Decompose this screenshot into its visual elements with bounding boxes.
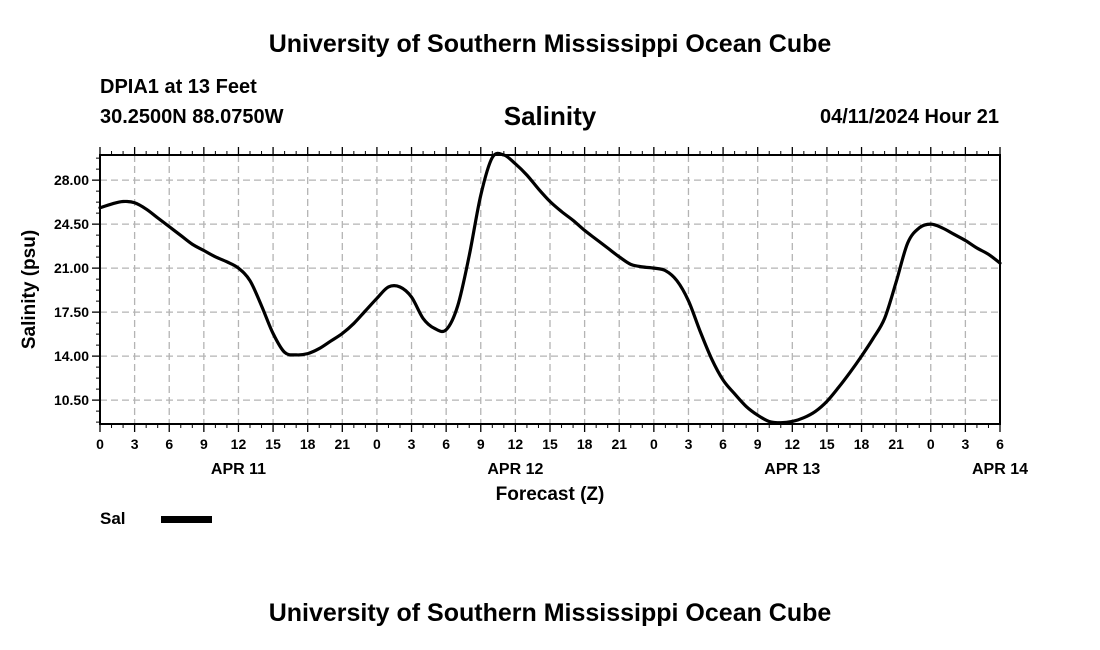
y-tick-label: 14.00 <box>54 348 89 364</box>
x-tick-label: 0 <box>927 436 935 452</box>
date-labels: APR 11 APR 12 APR 13 APR 14 <box>211 461 1028 478</box>
footer-title: University of Southern Mississippi Ocean… <box>268 599 832 627</box>
legend-swatch <box>161 516 212 523</box>
x-tick-label: 3 <box>961 436 969 452</box>
x-tick-label: 18 <box>300 436 316 452</box>
station-name: DPIA1 at 13 Feet <box>100 76 257 98</box>
x-tick-label: 18 <box>854 436 870 452</box>
y-axis-label: Salinity (psu) <box>19 230 40 349</box>
x-tick-label: 3 <box>131 436 139 452</box>
x-tick-label: 12 <box>508 436 524 452</box>
x-tick-label: 21 <box>611 436 627 452</box>
y-tick-label: 24.50 <box>54 216 89 232</box>
x-tick-label: 3 <box>408 436 416 452</box>
x-tick-label: 6 <box>165 436 173 452</box>
y-tick-labels: 10.50 14.00 17.50 21.00 24.50 28.00 <box>54 172 89 408</box>
x-tick-label: 12 <box>231 436 247 452</box>
x-tick-label: 12 <box>785 436 801 452</box>
forecast-datetime: 04/11/2024 Hour 21 <box>819 106 999 128</box>
page-title: University of Southern Mississippi Ocean… <box>268 30 832 58</box>
x-tick-label: 9 <box>200 436 208 452</box>
y-tick-label: 21.00 <box>54 260 89 276</box>
legend-label: Sal <box>100 509 126 528</box>
x-tick-labels: 0 3 6 9 12 15 18 21 0 3 6 9 12 15 18 21 0 3 6 9 12 15 18 21 0 3 6 <box>96 436 1004 452</box>
grid <box>100 155 1000 424</box>
x-tick-label: 15 <box>265 436 281 452</box>
y-tick-label: 17.50 <box>54 304 89 320</box>
x-tick-label: 6 <box>719 436 727 452</box>
x-tick-label: 6 <box>996 436 1004 452</box>
date-label: APR 13 <box>764 461 820 478</box>
x-tick-label: 0 <box>373 436 381 452</box>
date-label: APR 11 <box>211 461 266 478</box>
x-tick-label: 0 <box>650 436 658 452</box>
x-tick-label: 6 <box>442 436 450 452</box>
chart-title: Salinity <box>503 101 597 131</box>
plot-frame <box>99 154 1001 425</box>
major-ticks <box>92 147 1001 432</box>
x-tick-label: 0 <box>96 436 104 452</box>
date-label: APR 14 <box>972 461 1028 478</box>
x-tick-label: 21 <box>335 436 351 452</box>
x-tick-label: 21 <box>888 436 904 452</box>
y-tick-label: 28.00 <box>54 172 89 188</box>
salinity-series-line <box>98 151 1002 425</box>
x-axis-label: Forecast (Z) <box>496 484 605 505</box>
x-tick-label: 18 <box>577 436 593 452</box>
x-tick-label: 9 <box>754 436 762 452</box>
y-tick-label: 10.50 <box>54 392 89 408</box>
station-coordinates: 30.2500N 88.0750W <box>100 106 284 128</box>
x-tick-label: 9 <box>477 436 485 452</box>
x-tick-label: 15 <box>542 436 558 452</box>
date-label: APR 12 <box>487 461 543 478</box>
x-tick-label: 3 <box>685 436 693 452</box>
x-tick-label: 15 <box>819 436 835 452</box>
